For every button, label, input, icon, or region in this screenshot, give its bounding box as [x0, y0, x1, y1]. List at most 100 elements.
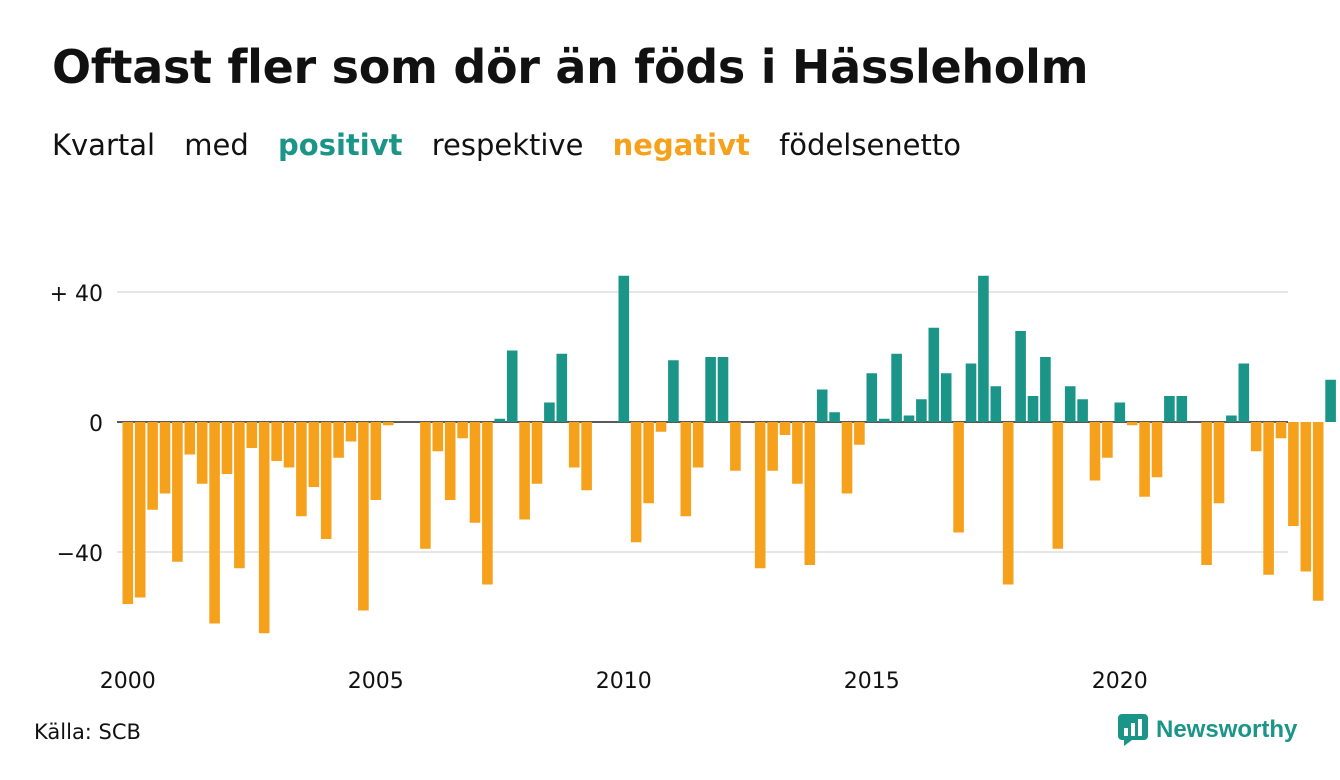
bar-2013-q2 [779, 422, 791, 435]
bar-2003-q4 [308, 422, 320, 487]
bar-2016-q3 [940, 373, 952, 422]
axes: + 40 0 −40 2000 2005 2010 2015 2020 [50, 282, 1148, 694]
y-tick-label: −40 [57, 542, 103, 567]
y-tick-label: 0 [89, 412, 103, 437]
bar-2021-q1 [1164, 396, 1175, 422]
bar-2010-q3 [643, 422, 654, 504]
bar-2015-q1 [866, 373, 878, 422]
y-tick-label: + 40 [50, 282, 103, 307]
bar-2016-q1 [916, 399, 927, 422]
bar-2023-q3 [1288, 422, 1299, 526]
chart-subtitle: Kvartal med positivt respektive negativt… [52, 128, 981, 162]
source-label: Källa: SCB [34, 720, 141, 744]
bar-2004-q2 [333, 422, 344, 458]
bar-2022-q4 [1250, 422, 1262, 452]
bar-2006-q1 [420, 422, 431, 549]
bar-2013-q1 [767, 422, 778, 471]
bar-2020-q2 [1126, 422, 1138, 426]
bar-2017-q4 [1002, 422, 1014, 585]
brand-name: Newsworthy [1156, 716, 1298, 743]
bar-2022-q3 [1238, 363, 1250, 422]
bar-2018-q3 [1040, 357, 1051, 422]
bar-2006-q4 [457, 422, 468, 439]
x-tick-label: 2020 [1092, 669, 1148, 694]
bar-2000-q4 [159, 422, 171, 494]
subtitle-negative-label: negativt [612, 128, 750, 162]
bar-2017-q2 [978, 275, 989, 422]
bar-2012-q4 [754, 422, 766, 569]
bar-2022-q1 [1213, 422, 1225, 504]
bar-2011-q3 [692, 422, 704, 468]
bar-2020-q1 [1114, 402, 1126, 422]
bar-2016-q2 [928, 327, 940, 422]
bar-2001-q1 [172, 422, 183, 562]
bar-2008-q1 [519, 422, 530, 520]
bar-2010-q4 [655, 422, 667, 432]
newsworthy-logo-icon [1118, 714, 1148, 746]
bar-2018-q1 [1015, 331, 1026, 422]
bar-2008-q2 [531, 422, 543, 484]
bar-2001-q2 [184, 422, 196, 455]
bar-2007-q3 [494, 418, 506, 422]
subtitle-positive-label: positivt [278, 128, 403, 162]
bar-2007-q1 [469, 422, 481, 523]
bar-2011-q2 [680, 422, 692, 517]
bar-2005-q2 [382, 422, 394, 426]
bar-2023-q2 [1275, 422, 1287, 439]
bar-2004-q3 [345, 422, 357, 442]
bar-2013-q3 [792, 422, 803, 484]
bar-2000-q3 [147, 422, 158, 510]
bar-2014-q2 [829, 412, 840, 422]
bar-2011-q1 [668, 360, 679, 422]
bar-2002-q2 [234, 422, 245, 569]
bar-2004-q1 [320, 422, 332, 539]
bar-2024-q2 [1325, 379, 1336, 422]
bar-2020-q4 [1151, 422, 1163, 478]
bar-2015-q2 [878, 418, 890, 422]
subtitle-word-respektive: respektive [431, 128, 584, 162]
bar-2023-q1 [1263, 422, 1274, 575]
bar-2016-q4 [953, 422, 964, 533]
x-tick-label: 2015 [844, 669, 900, 694]
bar-2001-q3 [196, 422, 208, 484]
bar-2014-q1 [816, 389, 828, 422]
bar-2021-q2 [1176, 396, 1188, 422]
bar-2010-q2 [630, 422, 642, 543]
bars [122, 275, 1336, 634]
bar-2005-q1 [370, 422, 382, 500]
bar-2012-q2 [730, 422, 741, 471]
bar-2010-q1 [618, 275, 630, 422]
bar-2011-q4 [705, 357, 716, 422]
bar-2009-q1 [568, 422, 580, 468]
brand-logo: Newsworthy [1118, 714, 1297, 746]
bar-2007-q2 [482, 422, 493, 585]
bar-2018-q4 [1052, 422, 1064, 549]
bar-2009-q2 [581, 422, 592, 491]
bar-2022-q2 [1226, 415, 1237, 422]
bar-2014-q4 [854, 422, 865, 445]
bar-2000-q1 [122, 422, 134, 604]
bar-2002-q4 [258, 422, 270, 634]
bar-2014-q3 [841, 422, 853, 494]
bar-2021-q4 [1201, 422, 1212, 565]
bar-2024-q1 [1312, 422, 1324, 601]
bar-2019-q2 [1077, 399, 1088, 422]
bar-2003-q1 [271, 422, 282, 461]
subtitle-word-kvartal: Kvartal [52, 128, 156, 162]
bar-2015-q3 [891, 353, 902, 422]
bar-2015-q4 [903, 415, 915, 422]
bar-2008-q4 [556, 353, 568, 422]
x-tick-label: 2005 [348, 669, 404, 694]
bar-2003-q2 [283, 422, 295, 468]
bar-2007-q4 [506, 350, 518, 422]
chart-title: Oftast fler som dör än föds i Hässleholm [52, 40, 1089, 94]
bar-2002-q1 [221, 422, 233, 474]
bar-2002-q3 [246, 422, 258, 448]
x-tick-label: 2010 [596, 669, 652, 694]
x-tick-label: 2000 [100, 669, 156, 694]
bar-2006-q3 [444, 422, 456, 500]
bar-2020-q3 [1139, 422, 1150, 497]
subtitle-word-med: med [184, 128, 249, 162]
bar-2004-q4 [358, 422, 369, 611]
